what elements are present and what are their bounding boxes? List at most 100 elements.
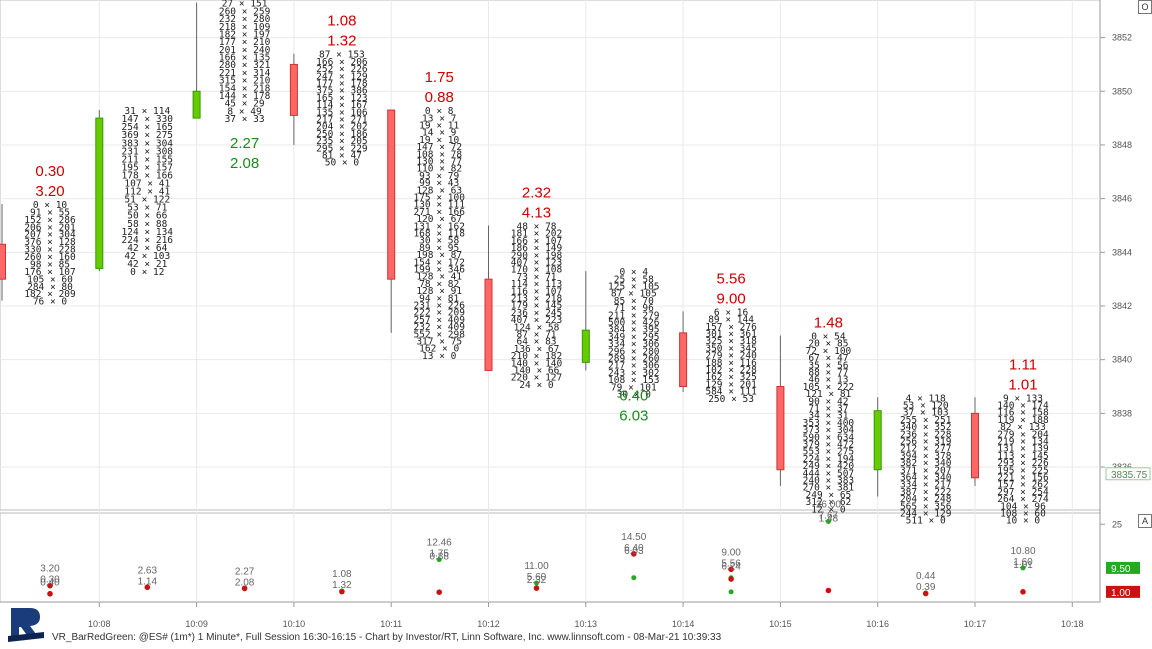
time-tick-label: 10:16 bbox=[866, 619, 889, 629]
indicator-value-label: 12.46 bbox=[427, 538, 452, 549]
footprint-cell: 42 × 64 bbox=[127, 243, 167, 254]
footprint-cell: 383 × 304 bbox=[122, 138, 174, 149]
footprint-cell: 284 × 80 bbox=[27, 282, 73, 293]
indicator-red-point bbox=[339, 588, 345, 595]
footprint-cell: 105 × 60 bbox=[27, 274, 73, 285]
footprint-cell: 110 × 82 bbox=[416, 164, 462, 175]
indicator-value-label: 5.56 bbox=[721, 558, 741, 569]
footprint-cell: 30 × 58 bbox=[419, 236, 459, 247]
footprint-cell: 166 × 135 bbox=[219, 53, 270, 64]
footprint-cell: 140 × 140 bbox=[511, 358, 563, 369]
footprint-cell: 170 × 108 bbox=[511, 265, 563, 276]
footprint-cell: 334 × 217 bbox=[900, 480, 951, 491]
indicator-value-label: 0.30 bbox=[40, 575, 60, 586]
footprint-cell: 0 × 12 bbox=[130, 267, 164, 278]
footprint-cell: 53 × 120 bbox=[903, 400, 949, 411]
ratio-label: 1.75 bbox=[425, 69, 454, 86]
footprint-cell: 220 × 127 bbox=[511, 373, 562, 384]
investor-rt-logo bbox=[8, 606, 44, 644]
indicator-value-label: 1.08 bbox=[332, 569, 352, 580]
indicator-last-green-label: 9.50 bbox=[1111, 564, 1131, 575]
footprint-cell: 113 × 145 bbox=[997, 451, 1048, 462]
ratio-label: 3.20 bbox=[35, 183, 64, 200]
ratio-label: 5.56 bbox=[716, 270, 745, 287]
price-axis: 3836 3838 3840 3842 3844 3846 3848 3850 3852 3835… bbox=[1100, 33, 1151, 481]
footprint-cell: 131 × 139 bbox=[997, 444, 1049, 455]
footprint-cell: 121 × 81 bbox=[806, 389, 852, 400]
footprint-cell: 178 × 166 bbox=[122, 170, 174, 181]
indicator-green-point bbox=[1020, 565, 1026, 571]
footprint-cell: 168 × 118 bbox=[413, 228, 465, 239]
footprint-cell: 71 × 37 bbox=[808, 404, 848, 415]
footprint-cell: 217 × 271 bbox=[316, 114, 368, 125]
footprint-cell: 584 × 111 bbox=[705, 387, 757, 398]
time-tick-label: 10:08 bbox=[88, 619, 111, 629]
footprint-cell: 34 × 31 bbox=[808, 411, 848, 422]
footprint-cell: 373 × 304 bbox=[803, 425, 855, 436]
indicator-value-label: 0.88 bbox=[429, 552, 449, 563]
footprint-cell: 206 × 201 bbox=[24, 222, 76, 233]
price-tick-label: 3836 bbox=[1112, 462, 1132, 472]
indicator-value-label: 7.67 bbox=[819, 510, 839, 521]
indicator-green-point bbox=[534, 580, 539, 586]
footprint-cell: 369 × 275 bbox=[122, 130, 173, 141]
footprint-cell: 85 × 70 bbox=[614, 296, 654, 307]
footprint-cell: 20 × 85 bbox=[808, 339, 848, 350]
time-tick-label: 10:09 bbox=[185, 619, 208, 629]
indicator-panel-button[interactable]: A bbox=[1138, 514, 1152, 528]
footprint-cell: 590 × 634 bbox=[803, 432, 855, 443]
indicator-value-label: 0.39 bbox=[916, 582, 936, 593]
footprint-cell: 330 × 228 bbox=[24, 245, 76, 256]
footprint-cell: 221 × 156 bbox=[997, 472, 1049, 483]
footprint-cell: 89 × 95 bbox=[419, 243, 459, 254]
footprint-cell: 296 × 280 bbox=[608, 346, 660, 357]
footprint-cell: 24 × 0 bbox=[519, 380, 554, 391]
footprint-cell: 131 × 162 bbox=[413, 221, 464, 232]
footprint-cell: 182 × 209 bbox=[24, 289, 76, 300]
footprint-cell: 108 × 60 bbox=[1000, 508, 1046, 519]
footprint-cell: 67 × 47 bbox=[808, 353, 848, 364]
footprint-cell: 46 × 13 bbox=[808, 375, 848, 386]
indicator-red-point bbox=[533, 585, 540, 591]
footprint-cell: 210 × 182 bbox=[511, 351, 562, 362]
time-axis: 10:08 10:09 10:10 10:11 10:12 10:13 10:14 10:15… bbox=[88, 602, 1084, 629]
footprint-cell: 349 × 295 bbox=[608, 332, 659, 343]
ratio-label: 2.32 bbox=[522, 184, 551, 201]
footprint-cell: 8 × 49 bbox=[227, 106, 262, 117]
price-panel-button[interactable]: O bbox=[1138, 0, 1152, 14]
indicator-value-label: 6.24 bbox=[721, 561, 741, 572]
price-tick-label: 3838 bbox=[1112, 408, 1132, 418]
candle-body bbox=[484, 278, 493, 371]
footprint-cell: 108 × 78 bbox=[416, 149, 462, 160]
footprint-cell: 129 × 201 bbox=[705, 379, 757, 390]
footprint-cell: 312 × 62 bbox=[806, 497, 852, 508]
footprint-cell: 236 × 228 bbox=[900, 429, 952, 440]
time-tick-label: 10:15 bbox=[769, 619, 792, 629]
footprint-cell: 211 × 155 bbox=[122, 154, 173, 165]
time-tick-label: 10:17 bbox=[964, 619, 987, 629]
footprint-cell: 116 × 158 bbox=[997, 408, 1049, 419]
indicator-value-label: 3.20 bbox=[40, 564, 60, 575]
footprint-cell: 37 × 103 bbox=[903, 408, 949, 419]
candle-body bbox=[776, 386, 785, 471]
footprint-cell: 42 × 21 bbox=[127, 259, 167, 270]
indicator-value-label: 5.60 bbox=[527, 572, 547, 583]
footprint-cell: 212 × 277 bbox=[900, 444, 951, 455]
footprint-cell: 256 × 319 bbox=[900, 436, 952, 447]
footprint-cell: 201 × 240 bbox=[219, 45, 271, 56]
footprint-cell: 252 × 226 bbox=[316, 64, 368, 75]
footprint-cell: 162 × 0 bbox=[419, 344, 459, 355]
footprint-cell: 177 × 178 bbox=[316, 78, 368, 89]
footprint-cell: 50 × 0 bbox=[325, 158, 360, 169]
footprint-cell: 204 × 202 bbox=[316, 122, 367, 133]
indicator-value-label: 6.03 bbox=[624, 546, 644, 557]
indicator-value-label: 10.80 bbox=[1010, 546, 1035, 557]
footprint-cell: 166 × 107 bbox=[511, 236, 562, 247]
footprint-cell: 325 × 318 bbox=[705, 336, 757, 347]
footprint-cell: 221 × 314 bbox=[219, 68, 271, 79]
indicator-value-label: 0.40 bbox=[40, 578, 60, 589]
ratio-label: 9.00 bbox=[716, 290, 745, 307]
price-tick-label: 3846 bbox=[1112, 194, 1132, 204]
ratio-label: 1.01 bbox=[1008, 376, 1037, 393]
